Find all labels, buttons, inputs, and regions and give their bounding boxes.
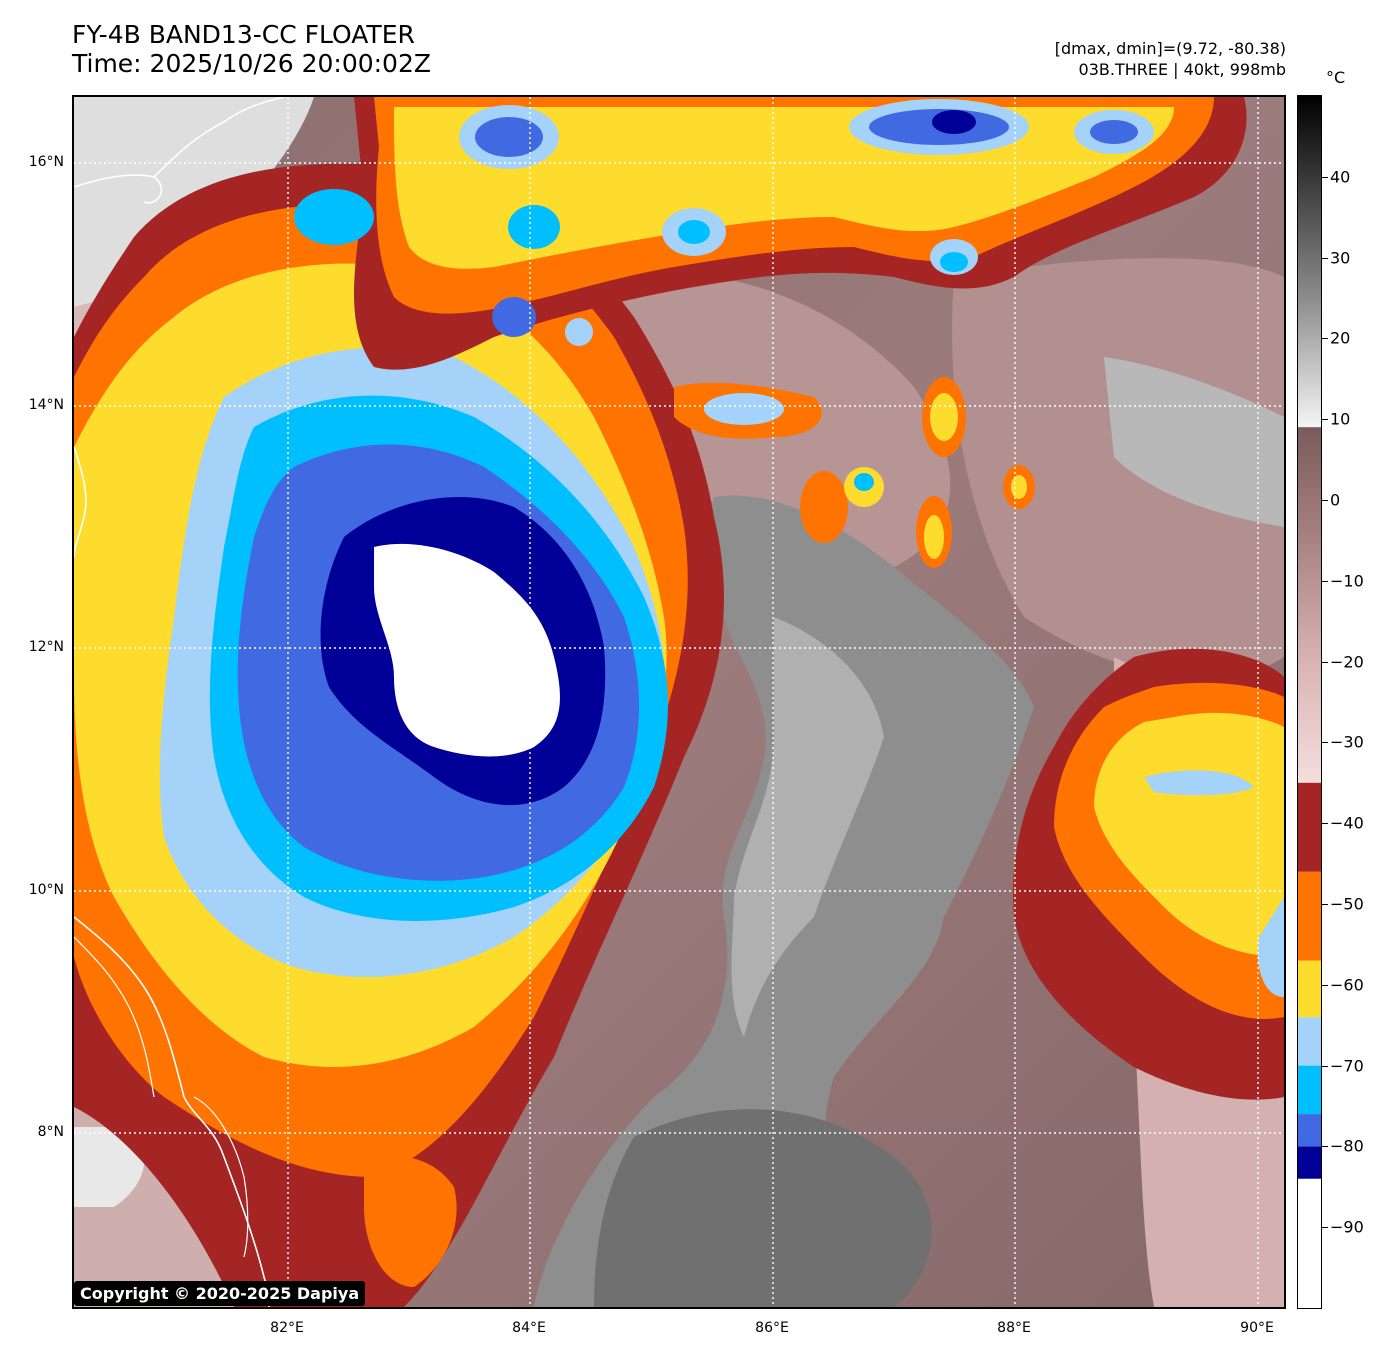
colorbar-tick [1322, 1146, 1328, 1148]
colorbar-tick [1322, 742, 1328, 744]
colorbar-band-6 [1298, 871, 1321, 961]
colorbar-tick [1322, 176, 1328, 178]
colorbar-tick-label: 10 [1330, 409, 1351, 429]
colorbar-tick [1322, 823, 1328, 825]
lat-label-10n: 10°N [28, 882, 64, 898]
title-time: Time: 2025/10/26 20:00:02Z [72, 49, 431, 78]
colorbar-tick [1322, 338, 1328, 340]
lat-label-12n: 12°N [28, 639, 64, 655]
colorbar-tick [1322, 500, 1328, 501]
colorbar-tick [1322, 419, 1328, 421]
colorbar-tick [1322, 661, 1328, 663]
colorbar-tick-label: −50 [1330, 894, 1364, 914]
lat-label-14n: 14°N [28, 397, 64, 413]
map-title: FY-4B BAND13-CC FLOATER Time: 2025/10/26… [72, 20, 431, 78]
lat-label-8n: 8°N [37, 1124, 64, 1140]
lon-label-84e: 84°E [512, 1320, 546, 1336]
colorbar-tick-label: −80 [1330, 1136, 1364, 1156]
colorbar-band-4 [1298, 1017, 1321, 1066]
title-product: FY-4B BAND13-CC FLOATER [72, 20, 415, 49]
copyright-label: Copyright © 2020-2025 Dapiya [74, 1281, 366, 1306]
colorbar-tick-label: −30 [1330, 732, 1364, 752]
colorbar-band-5 [1298, 960, 1321, 1018]
colorbar-tick-label: −60 [1330, 975, 1364, 995]
colorbar-tick-label: 30 [1330, 248, 1351, 268]
lon-label-82e: 82°E [270, 1320, 304, 1336]
storm-details: 03B.THREE | 40kt, 998mb [1078, 60, 1286, 79]
coastline [74, 97, 285, 204]
colorbar-band-0 [1298, 1178, 1321, 1308]
satellite-map [72, 95, 1286, 1309]
colorbar [1297, 95, 1322, 1309]
colorbar-band-7 [1298, 782, 1321, 872]
colorbar-tick-label: −40 [1330, 813, 1364, 833]
colorbar-tick [1322, 257, 1328, 259]
colorbar-tick-label: −90 [1330, 1217, 1364, 1237]
colorbar-band-2 [1298, 1114, 1321, 1147]
lon-label-86e: 86°E [755, 1320, 789, 1336]
satellite-image [74, 97, 1284, 1307]
colorbar-tick [1322, 1065, 1328, 1067]
lat-label-16n: 16°N [28, 154, 64, 170]
colorbar-tick [1322, 1227, 1328, 1229]
colorbar-scale [1298, 96, 1321, 1308]
colorbar-tick-label: −20 [1330, 652, 1364, 672]
lon-label-88e: 88°E [997, 1320, 1031, 1336]
lon-label-90e: 90°E [1240, 1320, 1274, 1336]
colorbar-tick-label: 0 [1330, 490, 1341, 510]
colorbar-unit: °C [1326, 68, 1346, 87]
data-range: [dmax, dmin]=(9.72, -80.38) [1054, 39, 1286, 58]
colorbar-tick [1322, 580, 1328, 582]
colorbar-band-3 [1298, 1065, 1321, 1115]
colorbar-band-1 [1298, 1146, 1321, 1179]
colorbar-tick-label: −10 [1330, 571, 1364, 591]
storm-info: [dmax, dmin]=(9.72, -80.38) 03B.THREE | … [1055, 38, 1286, 80]
colorbar-gradient [1298, 96, 1321, 783]
colorbar-tick-label: 20 [1330, 328, 1351, 348]
cold-cloud-core [374, 543, 560, 757]
gridlines [74, 97, 1284, 1307]
colorbar-tick [1322, 904, 1328, 905]
colorbar-tick-label: 40 [1330, 167, 1351, 187]
colorbar-tick [1322, 984, 1328, 986]
colorbar-tick-label: −70 [1330, 1056, 1364, 1076]
